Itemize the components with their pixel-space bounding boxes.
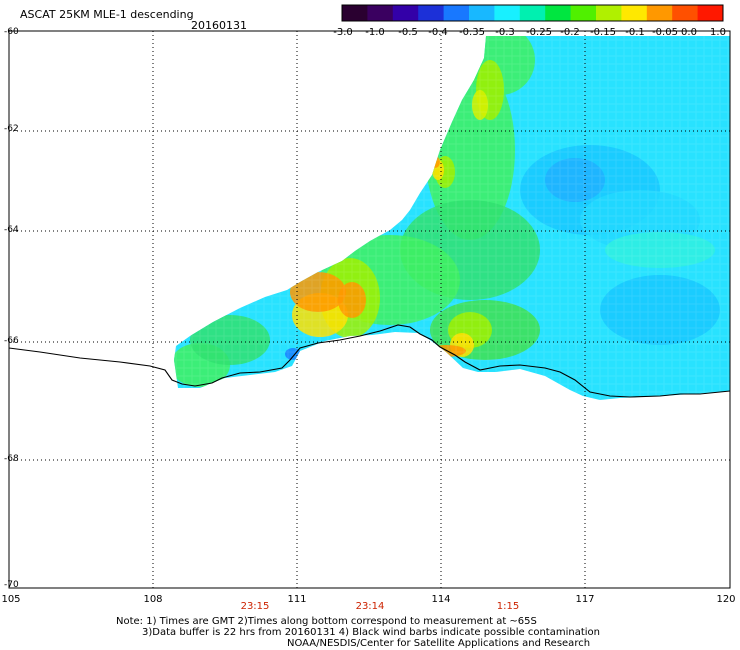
lat-lon-grid [9, 31, 730, 588]
colorbar-tick-label: -0.4 [428, 27, 448, 38]
colorbar-segment [697, 5, 724, 21]
colorbar-tick-label: 1.0 [710, 27, 726, 38]
colorbar-tick-label: -0.1 [625, 27, 645, 38]
colorbar-segment [392, 5, 419, 21]
colorbar-tick-label: 0.0 [681, 27, 697, 38]
note-line-3: NOAA/NESDIS/Center for Satellite Applica… [287, 638, 591, 649]
lat-label: -70 [4, 580, 19, 590]
colorbar-segment [367, 5, 394, 21]
lat-label: -64 [4, 225, 19, 235]
colorbar-segment [494, 5, 521, 21]
colorbar-segment [570, 5, 597, 21]
colorbar-frame [341, 4, 724, 22]
lon-label: 117 [575, 594, 595, 605]
pass-time: 23:15 [240, 601, 270, 612]
colorbar-tick-label: -3.0 [333, 27, 353, 38]
lon-label: 114 [431, 594, 451, 605]
lon-label: 120 [716, 594, 736, 605]
colorbar-segment [519, 5, 546, 21]
colorbar-tick-label: -1.0 [365, 27, 385, 38]
colorbar-segment [418, 5, 445, 21]
lon-label: 105 [1, 594, 21, 605]
colorbar-segment [545, 5, 572, 21]
colorbar-segment [342, 5, 368, 21]
colorbar-tick-label: -0.3 [495, 27, 515, 38]
lat-label: -68 [4, 454, 19, 464]
colorbar-segment [469, 5, 495, 21]
pass-time: 1:15 [496, 601, 520, 612]
colorbar-tick-label: -0.25 [526, 27, 552, 38]
coastline [8, 324, 731, 398]
lat-label: -66 [4, 336, 19, 346]
colorbar-segment [672, 5, 699, 21]
colorbar-tick-label: -0.2 [560, 27, 580, 38]
note-line-1: Note: 1) Times are GMT 2)Times along bot… [116, 616, 537, 627]
lat-label: -60 [4, 27, 19, 37]
colorbar-tick-label: -0.35 [459, 27, 485, 38]
lon-label: 111 [287, 594, 307, 605]
colorbar-segment [596, 5, 622, 21]
colorbar-tick-label: -0.15 [590, 27, 616, 38]
lat-label: -62 [4, 124, 19, 134]
note-line-2: 3)Data buffer is 22 hrs from 20160131 4)… [142, 627, 600, 638]
product-date: 20160131 [191, 19, 247, 32]
product-title: ASCAT 25KM MLE-1 descending [20, 8, 194, 21]
lon-label: 108 [143, 594, 163, 605]
colorbar-segment [621, 5, 648, 21]
colorbar-segment [646, 5, 673, 21]
colorbar-tick-label: -0.5 [398, 27, 418, 38]
plot-frame [8, 30, 731, 589]
pass-time: 23:14 [355, 601, 385, 612]
colorbar [341, 4, 724, 22]
colorbar-tick-label: -0.05 [652, 27, 678, 38]
swath-region [388, 335, 404, 347]
colorbar-segment [443, 5, 470, 21]
